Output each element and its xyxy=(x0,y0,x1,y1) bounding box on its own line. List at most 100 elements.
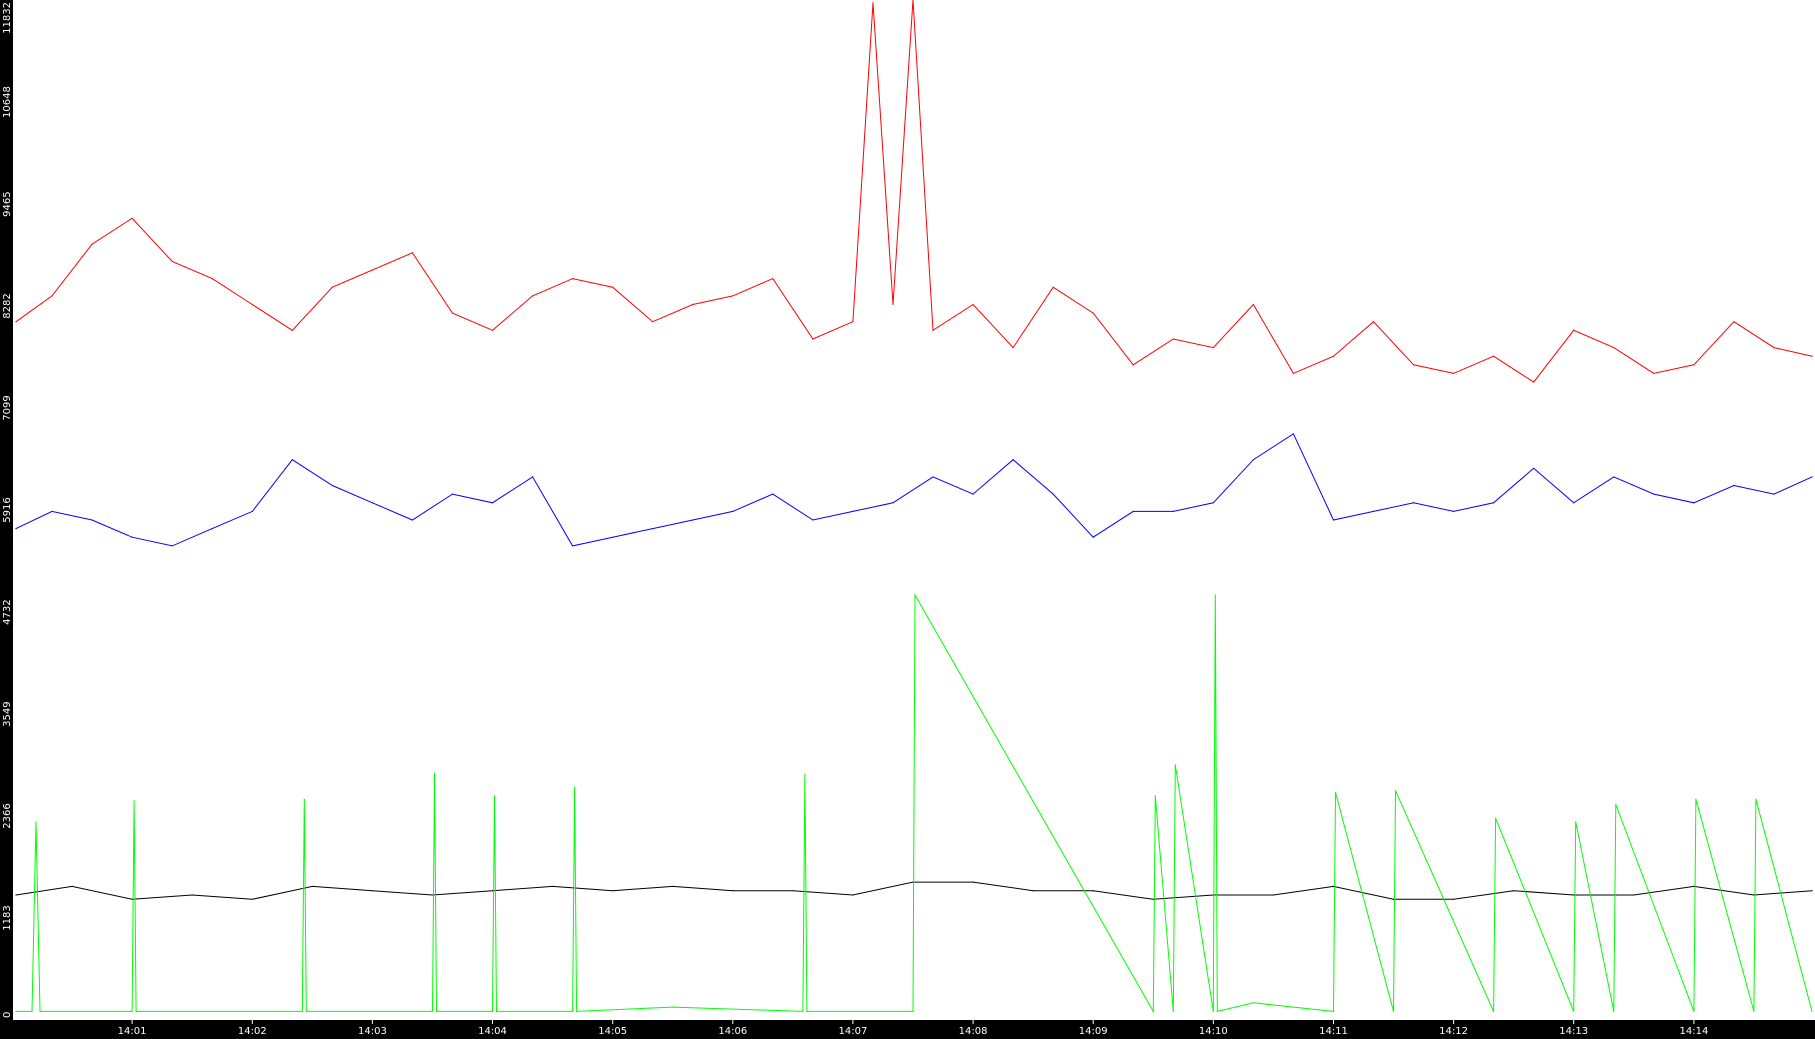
data-point xyxy=(852,894,854,896)
x-tick-label: 14:06 xyxy=(718,1026,747,1037)
data-point xyxy=(1092,536,1094,538)
y-tick-label: 3549 xyxy=(2,701,13,726)
data-point xyxy=(1292,433,1294,435)
data-point xyxy=(612,890,614,892)
y-tick-label: 8282 xyxy=(2,293,13,318)
data-point xyxy=(1092,312,1094,314)
data-point xyxy=(131,217,133,219)
data-point xyxy=(251,898,253,900)
data-point xyxy=(411,519,413,521)
data-point xyxy=(852,321,854,323)
data-point xyxy=(433,772,436,775)
data-point xyxy=(772,493,774,495)
data-point xyxy=(1533,381,1535,383)
data-point xyxy=(1334,791,1337,794)
data-point xyxy=(1613,347,1615,349)
data-point xyxy=(574,786,576,788)
data-point xyxy=(451,312,454,314)
data-point xyxy=(552,885,554,888)
data-point xyxy=(371,890,373,892)
data-point xyxy=(1154,795,1156,797)
data-point xyxy=(1392,1010,1395,1013)
x-tick-label: 14:05 xyxy=(598,1026,627,1037)
data-point xyxy=(672,1006,674,1008)
data-point xyxy=(1811,476,1813,478)
data-point xyxy=(1653,493,1655,495)
data-point xyxy=(191,894,193,896)
data-point xyxy=(1172,338,1174,340)
data-point xyxy=(1811,1010,1813,1013)
data-point xyxy=(806,1010,808,1013)
data-point xyxy=(732,890,734,892)
x-tick-label: 14:04 xyxy=(478,1026,507,1037)
series-layer xyxy=(15,0,1813,1014)
data-point xyxy=(493,795,496,797)
series-4 xyxy=(15,593,1813,1014)
x-tick-label: 14:08 xyxy=(959,1026,988,1037)
data-point xyxy=(15,321,17,323)
data-point xyxy=(792,890,794,892)
data-point xyxy=(972,881,974,883)
x-tick-label: 14:10 xyxy=(1199,1026,1228,1037)
data-point xyxy=(1753,1010,1755,1013)
data-point xyxy=(812,338,814,340)
data-point xyxy=(1533,467,1535,469)
data-point xyxy=(1493,1010,1495,1013)
data-point xyxy=(15,894,17,896)
data-point xyxy=(431,1010,434,1013)
data-point xyxy=(732,510,734,512)
data-point xyxy=(1615,803,1617,806)
data-point xyxy=(932,329,934,331)
data-point xyxy=(912,0,914,1)
data-point xyxy=(331,484,333,487)
data-point xyxy=(652,528,654,530)
data-point xyxy=(1693,1010,1695,1013)
data-point xyxy=(495,1010,498,1013)
data-point xyxy=(1773,493,1775,495)
data-point xyxy=(131,1010,133,1013)
data-point xyxy=(572,1010,574,1013)
data-point xyxy=(692,303,694,306)
data-point xyxy=(1573,894,1575,896)
y-tick-label: 7099 xyxy=(2,395,13,420)
data-point xyxy=(491,1010,494,1013)
data-point xyxy=(672,885,674,888)
series-2 xyxy=(15,433,1813,547)
data-point xyxy=(35,821,37,823)
data-point xyxy=(491,502,494,504)
y-tick-label: 0 xyxy=(2,1012,13,1018)
data-point xyxy=(1453,510,1455,512)
data-point xyxy=(972,493,974,495)
x-tick-label: 14:01 xyxy=(118,1026,147,1037)
data-point xyxy=(1172,510,1174,512)
y-tick-label: 9465 xyxy=(2,191,13,216)
x-tick-label: 14:02 xyxy=(238,1026,267,1037)
data-point xyxy=(852,510,854,512)
data-point xyxy=(1811,890,1813,892)
data-point xyxy=(1212,502,1214,504)
data-point xyxy=(135,1010,137,1013)
data-point xyxy=(1493,355,1495,357)
data-point xyxy=(892,303,894,306)
data-point xyxy=(1292,372,1294,374)
data-point xyxy=(1052,493,1054,495)
data-point xyxy=(435,1010,438,1013)
y-tick-label: 11832 xyxy=(2,2,13,34)
x-tick-label: 14:12 xyxy=(1439,1026,1468,1037)
data-point xyxy=(1613,476,1615,478)
data-point xyxy=(1252,303,1254,306)
data-point xyxy=(1755,798,1757,800)
data-point xyxy=(211,278,213,280)
data-point xyxy=(31,1010,33,1013)
data-point xyxy=(171,545,173,547)
data-point xyxy=(1453,372,1455,374)
data-point xyxy=(1272,894,1274,896)
data-point xyxy=(1513,890,1515,892)
series-1 xyxy=(15,0,1813,383)
data-point xyxy=(804,773,806,775)
data-point xyxy=(1695,798,1697,800)
x-tick-label: 14:07 xyxy=(838,1026,867,1037)
series-line-2 xyxy=(15,433,1813,547)
data-point xyxy=(1032,890,1034,892)
x-axis-strip xyxy=(0,1020,1815,1039)
